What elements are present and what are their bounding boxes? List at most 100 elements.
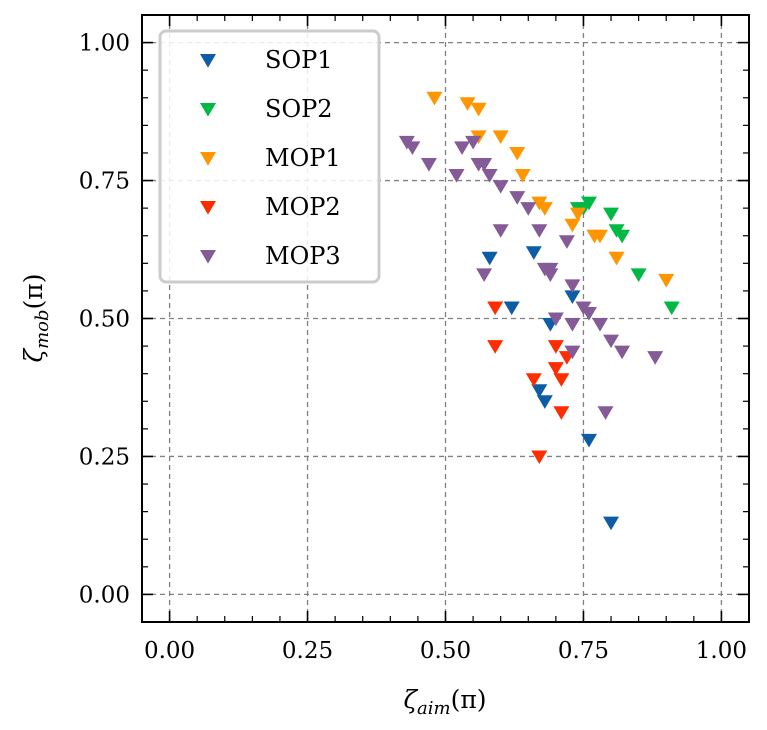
data-point-mop2 bbox=[531, 450, 548, 465]
data-point-mop3 bbox=[420, 157, 437, 172]
data-point-mop3 bbox=[481, 169, 498, 183]
legend-box bbox=[158, 29, 381, 284]
data-point-sop1 bbox=[536, 395, 553, 409]
data-point-sop1 bbox=[481, 251, 498, 266]
legend-marker bbox=[200, 103, 216, 117]
data-point-mop3 bbox=[476, 157, 493, 172]
data-point-mop3 bbox=[647, 351, 664, 365]
data-point-mop3 bbox=[404, 141, 421, 156]
legend-entry-mop3: MOP3 bbox=[200, 242, 341, 270]
data-point-mop1 bbox=[426, 91, 443, 106]
axis-ticks bbox=[141, 14, 750, 623]
data-point-mop3 bbox=[476, 268, 493, 282]
y-axis-title-subscript: mob bbox=[32, 309, 53, 348]
data-point-mop3 bbox=[597, 406, 614, 420]
legend-label: MOP2 bbox=[265, 193, 341, 221]
legend-marker bbox=[200, 152, 216, 166]
data-point-sop1 bbox=[525, 246, 542, 260]
data-point-sop1 bbox=[603, 516, 620, 531]
data-point-sop2 bbox=[614, 229, 631, 244]
x-tick-labels: 0.00 0.25 0.50 0.75 1.00 bbox=[144, 638, 747, 664]
data-point-mop3 bbox=[558, 235, 575, 249]
legend-marker bbox=[200, 201, 216, 215]
data-point-sop2 bbox=[663, 301, 680, 316]
legend: SOP1 SOP2 MOP1 MOP2 MOP3 bbox=[158, 29, 381, 284]
y-axis-title: ζmob(π) bbox=[19, 274, 53, 363]
data-point-mop3 bbox=[580, 306, 597, 321]
y-tick-label: 0.75 bbox=[79, 169, 130, 195]
data-point-mop3 bbox=[547, 312, 564, 327]
data-point-mop3 bbox=[492, 180, 509, 194]
data-point-mop2 bbox=[547, 362, 564, 376]
data-point-mop2 bbox=[487, 301, 504, 316]
series-mop3 bbox=[398, 135, 664, 420]
data-point-mop3 bbox=[542, 268, 559, 282]
data-point-mop2 bbox=[487, 340, 504, 354]
data-point-sop2 bbox=[603, 207, 620, 222]
y-tick-label: 0.50 bbox=[79, 307, 130, 333]
legend-entry-mop1: MOP1 bbox=[200, 144, 341, 172]
x-tick-label: 0.75 bbox=[558, 638, 609, 664]
data-point-mop1 bbox=[592, 229, 609, 244]
data-point-sop2 bbox=[630, 268, 647, 282]
data-point-mop1 bbox=[492, 130, 509, 144]
x-tick-label: 0.25 bbox=[282, 638, 333, 664]
x-axis-title: ζaim(π) bbox=[403, 685, 486, 719]
data-point-mop1 bbox=[608, 251, 625, 266]
legend-entry-sop2: SOP2 bbox=[200, 95, 333, 123]
series-sop1 bbox=[481, 246, 620, 531]
data-point-mop3 bbox=[564, 318, 581, 332]
y-axis-title-base: ζ bbox=[19, 347, 48, 362]
data-point-mop3 bbox=[520, 202, 537, 216]
data-point-mop3 bbox=[531, 224, 548, 238]
legend-marker bbox=[200, 54, 216, 68]
series-mop1 bbox=[426, 91, 675, 288]
data-point-mop3 bbox=[509, 191, 526, 205]
data-point-mop2 bbox=[553, 373, 570, 387]
data-points bbox=[398, 91, 680, 531]
data-point-mop2 bbox=[553, 406, 570, 420]
legend-entry-mop2: MOP2 bbox=[200, 193, 341, 221]
legend-label: SOP2 bbox=[265, 95, 333, 123]
data-point-mop1 bbox=[658, 273, 675, 288]
y-tick-label: 1.00 bbox=[79, 31, 130, 57]
data-point-sop1 bbox=[531, 384, 548, 398]
data-point-mop3 bbox=[465, 135, 482, 150]
data-point-sop1 bbox=[564, 290, 581, 305]
legend-entry-sop1: SOP1 bbox=[200, 46, 333, 74]
legend-label: MOP1 bbox=[265, 144, 341, 172]
data-point-mop1 bbox=[564, 218, 581, 233]
data-point-mop1 bbox=[514, 169, 531, 183]
data-point-mop3 bbox=[614, 345, 631, 360]
x-axis-title-base: ζ bbox=[403, 685, 418, 714]
data-point-mop1 bbox=[509, 146, 526, 161]
y-tick-labels: 0.00 0.25 0.50 0.75 1.00 bbox=[79, 31, 130, 609]
data-point-mop3 bbox=[492, 224, 509, 238]
x-tick-label: 1.00 bbox=[696, 638, 747, 664]
data-point-mop3 bbox=[603, 334, 620, 349]
y-tick-label: 0.00 bbox=[79, 582, 130, 608]
data-point-mop1 bbox=[459, 97, 476, 111]
series-sop2 bbox=[569, 196, 680, 316]
data-point-sop1 bbox=[580, 433, 597, 448]
data-point-mop1 bbox=[536, 202, 553, 216]
data-point-sop2 bbox=[580, 196, 597, 211]
x-tick-label: 0.50 bbox=[420, 638, 471, 664]
y-axis-title-unit: (π) bbox=[19, 274, 48, 310]
data-point-mop3 bbox=[454, 141, 471, 156]
x-axis-title-unit: (π) bbox=[451, 685, 487, 714]
data-point-mop3 bbox=[564, 345, 581, 360]
legend-label: MOP3 bbox=[265, 242, 341, 270]
data-point-mop2 bbox=[547, 340, 564, 354]
data-point-mop2 bbox=[525, 373, 542, 387]
data-point-sop1 bbox=[503, 301, 520, 316]
x-tick-label: 0.00 bbox=[144, 638, 195, 664]
data-point-mop3 bbox=[592, 318, 609, 332]
x-axis-title-subscript: aim bbox=[417, 698, 451, 719]
legend-marker bbox=[200, 250, 216, 264]
data-point-mop1 bbox=[569, 207, 586, 222]
data-point-mop1 bbox=[470, 102, 487, 117]
y-tick-label: 0.25 bbox=[79, 444, 130, 470]
data-point-mop3 bbox=[564, 279, 581, 293]
